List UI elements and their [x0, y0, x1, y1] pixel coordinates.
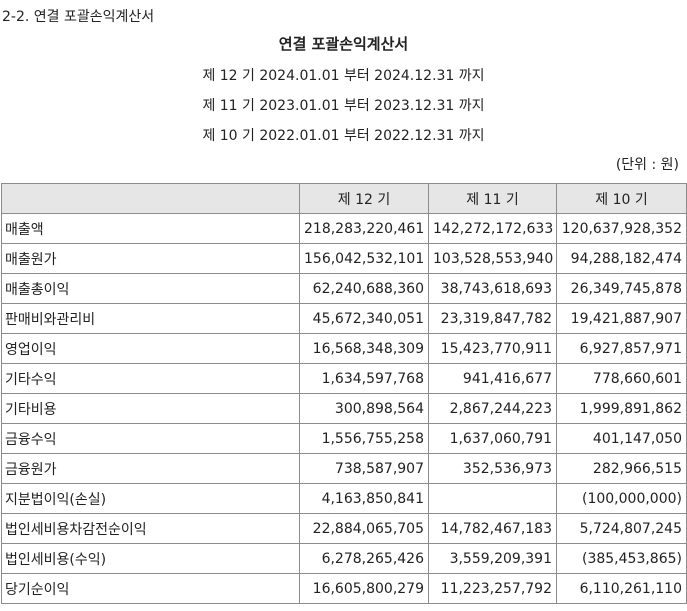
- row-value: 38,743,618,693: [428, 273, 557, 304]
- table-row: 금융수익 1,556,755,258 1,637,060,791 401,147,05…: [1, 423, 687, 454]
- row-value: 352,536,973: [428, 453, 557, 484]
- row-value: 6,110,261,110: [556, 573, 687, 604]
- row-label: 당기순이익: [1, 573, 300, 604]
- row-label: 매출원가: [1, 243, 300, 274]
- row-value: [428, 483, 557, 514]
- row-value: 300,898,564: [299, 393, 429, 424]
- table-row: 당기순이익 16,605,800,279 11,223,257,792 6,110,2…: [1, 573, 687, 604]
- row-value: 45,672,340,051: [299, 303, 429, 334]
- section-title: 2-2. 연결 포괄손익계산서: [2, 9, 155, 25]
- table-row: 매출총이익 62,240,688,360 38,743,618,693 26,349,…: [1, 273, 687, 304]
- row-label: 금융수익: [1, 423, 300, 454]
- row-label: 지분법이익(손실): [1, 483, 300, 514]
- row-value: 142,272,172,633: [428, 213, 557, 244]
- row-value: (385,453,865): [556, 543, 687, 574]
- row-label: 기타수익: [1, 363, 300, 394]
- header-period-10: 제 10 기: [556, 183, 687, 214]
- row-value: 62,240,688,360: [299, 273, 429, 304]
- row-value: 94,288,182,474: [556, 243, 687, 274]
- row-label: 법인세비용(수익): [1, 543, 300, 574]
- row-value: 19,421,887,907: [556, 303, 687, 334]
- row-value: 120,637,928,352: [556, 213, 687, 244]
- table-row: 금융원가 738,587,907 352,536,973 282,966,515: [1, 453, 687, 484]
- table-header-row: 제 12 기 제 11 기 제 10 기: [1, 183, 687, 214]
- table-row: 매출액 218,283,220,461 142,272,172,633 120,637…: [1, 213, 687, 244]
- row-value: 6,278,265,426: [299, 543, 429, 574]
- row-value: 401,147,050: [556, 423, 687, 454]
- row-value: 282,966,515: [556, 453, 687, 484]
- row-value: (100,000,000): [556, 483, 687, 514]
- row-value: 1,634,597,768: [299, 363, 429, 394]
- row-value: 23,319,847,782: [428, 303, 557, 334]
- row-value: 1,999,891,862: [556, 393, 687, 424]
- row-value: 16,605,800,279: [299, 573, 429, 604]
- header-period-11: 제 11 기: [428, 183, 557, 214]
- table-row: 지분법이익(손실) 4,163,850,841 (100,000,000): [1, 483, 687, 514]
- period-line-10: 제 10 기 2022.01.01 부터 2022.12.31 까지: [202, 128, 485, 144]
- row-label: 판매비와관리비: [1, 303, 300, 334]
- row-value: 14,782,467,183: [428, 513, 557, 544]
- row-label: 영업이익: [1, 333, 300, 364]
- row-value: 15,423,770,911: [428, 333, 557, 364]
- income-statement-table: 제 12 기 제 11 기 제 10 기 매출액 218,283,220,461 1…: [1, 183, 687, 604]
- period-line-12: 제 12 기 2024.01.01 부터 2024.12.31 까지: [202, 68, 485, 84]
- row-value: 26,349,745,878: [556, 273, 687, 304]
- table-row: 기타수익 1,634,597,768 941,416,677 778,660,601: [1, 363, 687, 394]
- row-value: 738,587,907: [299, 453, 429, 484]
- row-value: 103,528,553,940: [428, 243, 557, 274]
- row-value: 3,559,209,391: [428, 543, 557, 574]
- row-label: 금융원가: [1, 453, 300, 484]
- row-value: 1,556,755,258: [299, 423, 429, 454]
- row-label: 기타비용: [1, 393, 300, 424]
- row-value: 941,416,677: [428, 363, 557, 394]
- header-period-12: 제 12 기: [299, 183, 429, 214]
- table-row: 판매비와관리비 45,672,340,051 23,319,847,782 19,42…: [1, 303, 687, 334]
- row-value: 5,724,807,245: [556, 513, 687, 544]
- table-row: 법인세비용(수익) 6,278,265,426 3,559,209,391 (385,…: [1, 543, 687, 574]
- row-value: 6,927,857,971: [556, 333, 687, 364]
- table-row: 기타비용 300,898,564 2,867,244,223 1,999,891,86…: [1, 393, 687, 424]
- unit-label: (단위 : 원): [615, 157, 679, 173]
- row-label: 매출액: [1, 213, 300, 244]
- row-value: 156,042,532,101: [299, 243, 429, 274]
- row-value: 778,660,601: [556, 363, 687, 394]
- table-row: 법인세비용차감전순이익 22,884,065,705 14,782,467,183 5…: [1, 513, 687, 544]
- row-label: 매출총이익: [1, 273, 300, 304]
- row-value: 218,283,220,461: [299, 213, 429, 244]
- row-value: 11,223,257,792: [428, 573, 557, 604]
- period-line-11: 제 11 기 2023.01.01 부터 2023.12.31 까지: [202, 98, 485, 114]
- table-row: 영업이익 16,568,348,309 15,423,770,911 6,927,85…: [1, 333, 687, 364]
- header-account: [1, 183, 300, 214]
- document-title: 연결 포괄손익계산서: [278, 35, 409, 53]
- row-value: 16,568,348,309: [299, 333, 429, 364]
- row-value: 22,884,065,705: [299, 513, 429, 544]
- row-value: 2,867,244,223: [428, 393, 557, 424]
- row-value: 1,637,060,791: [428, 423, 557, 454]
- table-row: 매출원가 156,042,532,101 103,528,553,940 94,288…: [1, 243, 687, 274]
- row-label: 법인세비용차감전순이익: [1, 513, 300, 544]
- row-value: 4,163,850,841: [299, 483, 429, 514]
